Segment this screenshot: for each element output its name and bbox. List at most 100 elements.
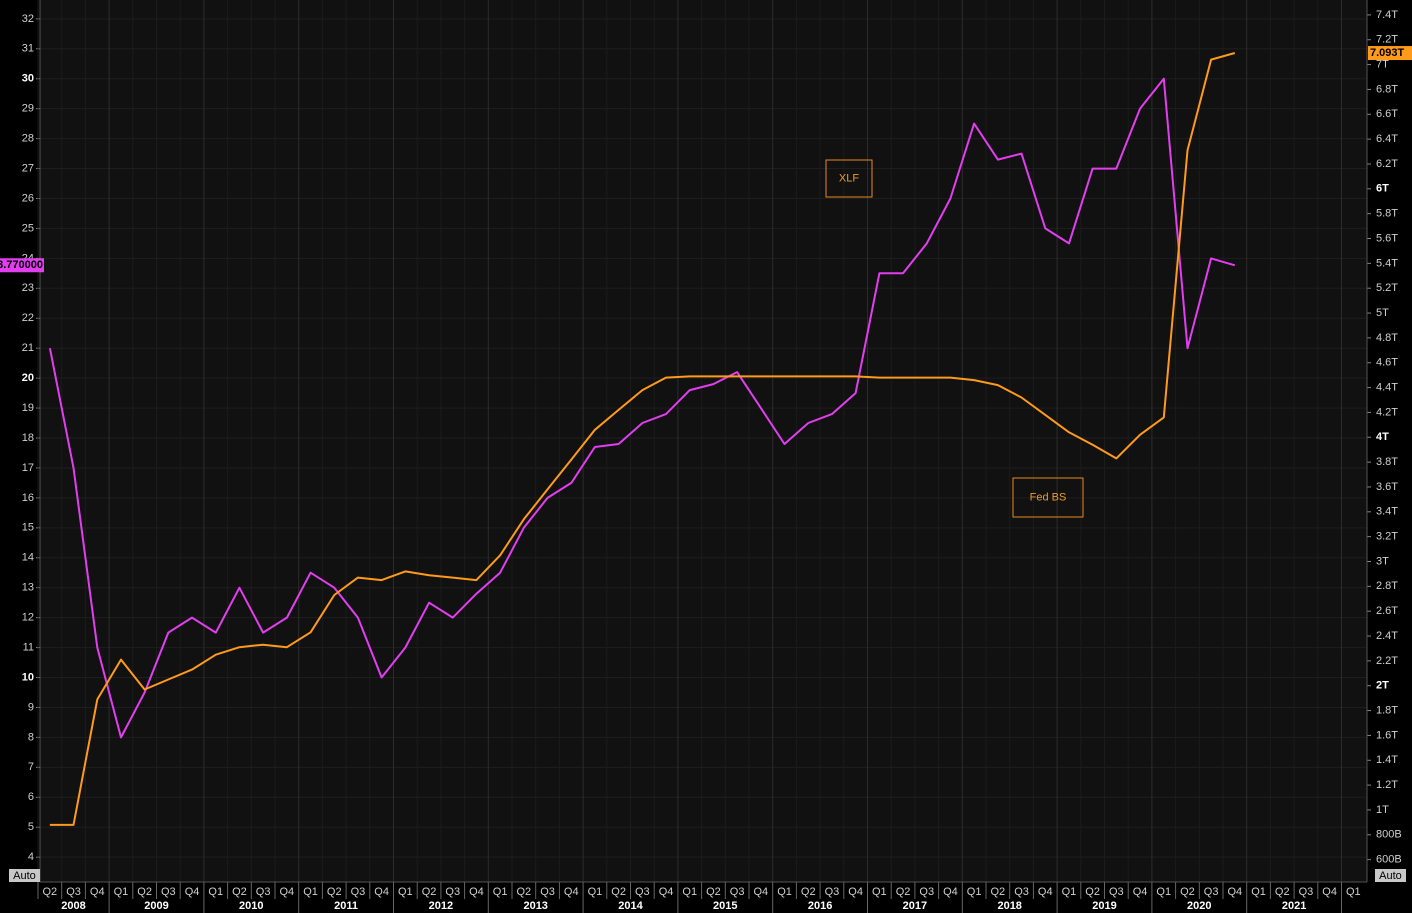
x-tick-label: Q4 [1322,886,1337,898]
x-tick-label: Q4 [659,886,674,898]
y-tick-label: 22 [22,312,34,324]
plot-area [40,0,1367,882]
y-tick-label: 9 [28,701,34,713]
x-tick-label: Q1 [682,886,697,898]
x-tick-label: Q3 [635,886,650,898]
year-label: 2012 [429,900,453,912]
y-tick-label: 6 [28,791,34,803]
x-tick-label: Q2 [1275,886,1290,898]
x-tick-label: Q2 [1085,886,1100,898]
x-tick-label: Q2 [422,886,437,898]
y2-tick-label: 3.4T [1376,506,1398,518]
y-tick-label: 14 [22,552,34,564]
y-tick-label: 20 [22,372,34,384]
x-tick-label: Q3 [351,886,366,898]
y2-tick-label: 5.4T [1376,257,1398,269]
x-tick-label: Q4 [185,886,200,898]
series-annotation-box [825,159,873,198]
y-tick-label: 29 [22,103,34,115]
y2-tick-label: 4T [1376,431,1389,443]
y2-tick-label: 4.2T [1376,406,1398,418]
axis-mode-label: Auto [1379,870,1402,882]
x-tick-label: Q2 [896,886,911,898]
axis-mode-label: Auto [13,870,36,882]
y-tick-label: 15 [22,522,34,534]
y-tick-label: 8 [28,731,34,743]
x-tick-label: Q1 [114,886,129,898]
x-tick-label: Q4 [754,886,769,898]
y-tick-label: 7 [28,761,34,773]
y2-tick-label: 1.8T [1376,704,1398,716]
x-tick-label: Q1 [493,886,508,898]
last-value-label: 7.093T [1370,47,1405,59]
y2-tick-label: 7.4T [1376,9,1398,21]
x-tick-label: Q4 [564,886,579,898]
year-label: 2009 [144,900,168,912]
year-label: 2014 [618,900,643,912]
x-tick-label: Q2 [43,886,58,898]
year-label: 2020 [1187,900,1211,912]
series-annotation: XLF [839,172,859,184]
x-tick-label: Q1 [1156,886,1171,898]
year-label: 2011 [334,900,358,912]
y2-tick-label: 2.8T [1376,580,1398,592]
x-tick-label: Q2 [611,886,626,898]
y-tick-label: 30 [22,73,34,85]
x-tick-label: Q1 [303,886,318,898]
y2-tick-label: 800B [1376,829,1402,841]
series-annotation: Fed BS [1030,491,1067,503]
y2-tick-label: 7.2T [1376,34,1398,46]
year-label: 2021 [1282,900,1306,912]
series-line [49,52,1236,826]
x-tick-label: Q2 [706,886,721,898]
y-tick-label: 4 [28,851,34,863]
y2-tick-label: 3T [1376,555,1389,567]
y-tick-label: 12 [22,612,34,624]
x-tick-label: Q3 [1204,886,1219,898]
y2-tick-label: 1.2T [1376,779,1398,791]
x-tick-label: Q3 [66,886,81,898]
x-tick-label: Q4 [1228,886,1243,898]
y2-tick-label: 2T [1376,680,1389,692]
y2-tick-label: 5.6T [1376,232,1398,244]
y-tick-label: 19 [22,402,34,414]
y-tick-label: 16 [22,492,34,504]
y2-tick-label: 2.6T [1376,605,1398,617]
y2-tick-label: 5.2T [1376,282,1398,294]
y2-tick-label: 3.2T [1376,531,1398,543]
x-tick-label: Q4 [374,886,389,898]
y2-tick-label: 6.8T [1376,83,1398,95]
y-tick-label: 27 [22,162,34,174]
last-value-label: 23.770000 [0,259,43,271]
y-tick-label: 32 [22,13,34,25]
x-tick-label: Q4 [90,886,105,898]
x-tick-label: Q1 [967,886,982,898]
y-tick-label: 11 [23,641,34,653]
series-annotation-box [1012,477,1084,518]
y2-tick-label: 1.6T [1376,729,1398,741]
x-tick-label: Q4 [469,886,484,898]
y2-tick-label: 7T [1376,59,1389,71]
y2-tick-label: 1T [1376,804,1389,816]
y2-tick-label: 5.8T [1376,208,1398,220]
x-tick-label: Q2 [991,886,1006,898]
axis-mode-button[interactable] [1375,869,1406,882]
y2-tick-label: 4.8T [1376,332,1398,344]
x-tick-label: Q3 [1014,886,1029,898]
y2-tick-label: 6.6T [1376,108,1398,120]
x-tick-label: Q4 [280,886,295,898]
y2-tick-label: 5T [1376,307,1389,319]
y2-tick-label: 4.4T [1376,381,1398,393]
y2-tick-label: 1.4T [1376,754,1398,766]
x-tick-label: Q3 [1299,886,1314,898]
y2-tick-label: 6T [1376,183,1389,195]
last-value-tag [1368,46,1412,61]
axis-mode-button[interactable] [9,869,40,882]
year-label: 2017 [903,900,927,912]
y2-tick-label: 4.6T [1376,357,1398,369]
y-tick-label: 21 [22,342,34,354]
series-line [48,77,1236,739]
y2-tick-label: 3.6T [1376,481,1398,493]
x-tick-label: Q1 [208,886,223,898]
